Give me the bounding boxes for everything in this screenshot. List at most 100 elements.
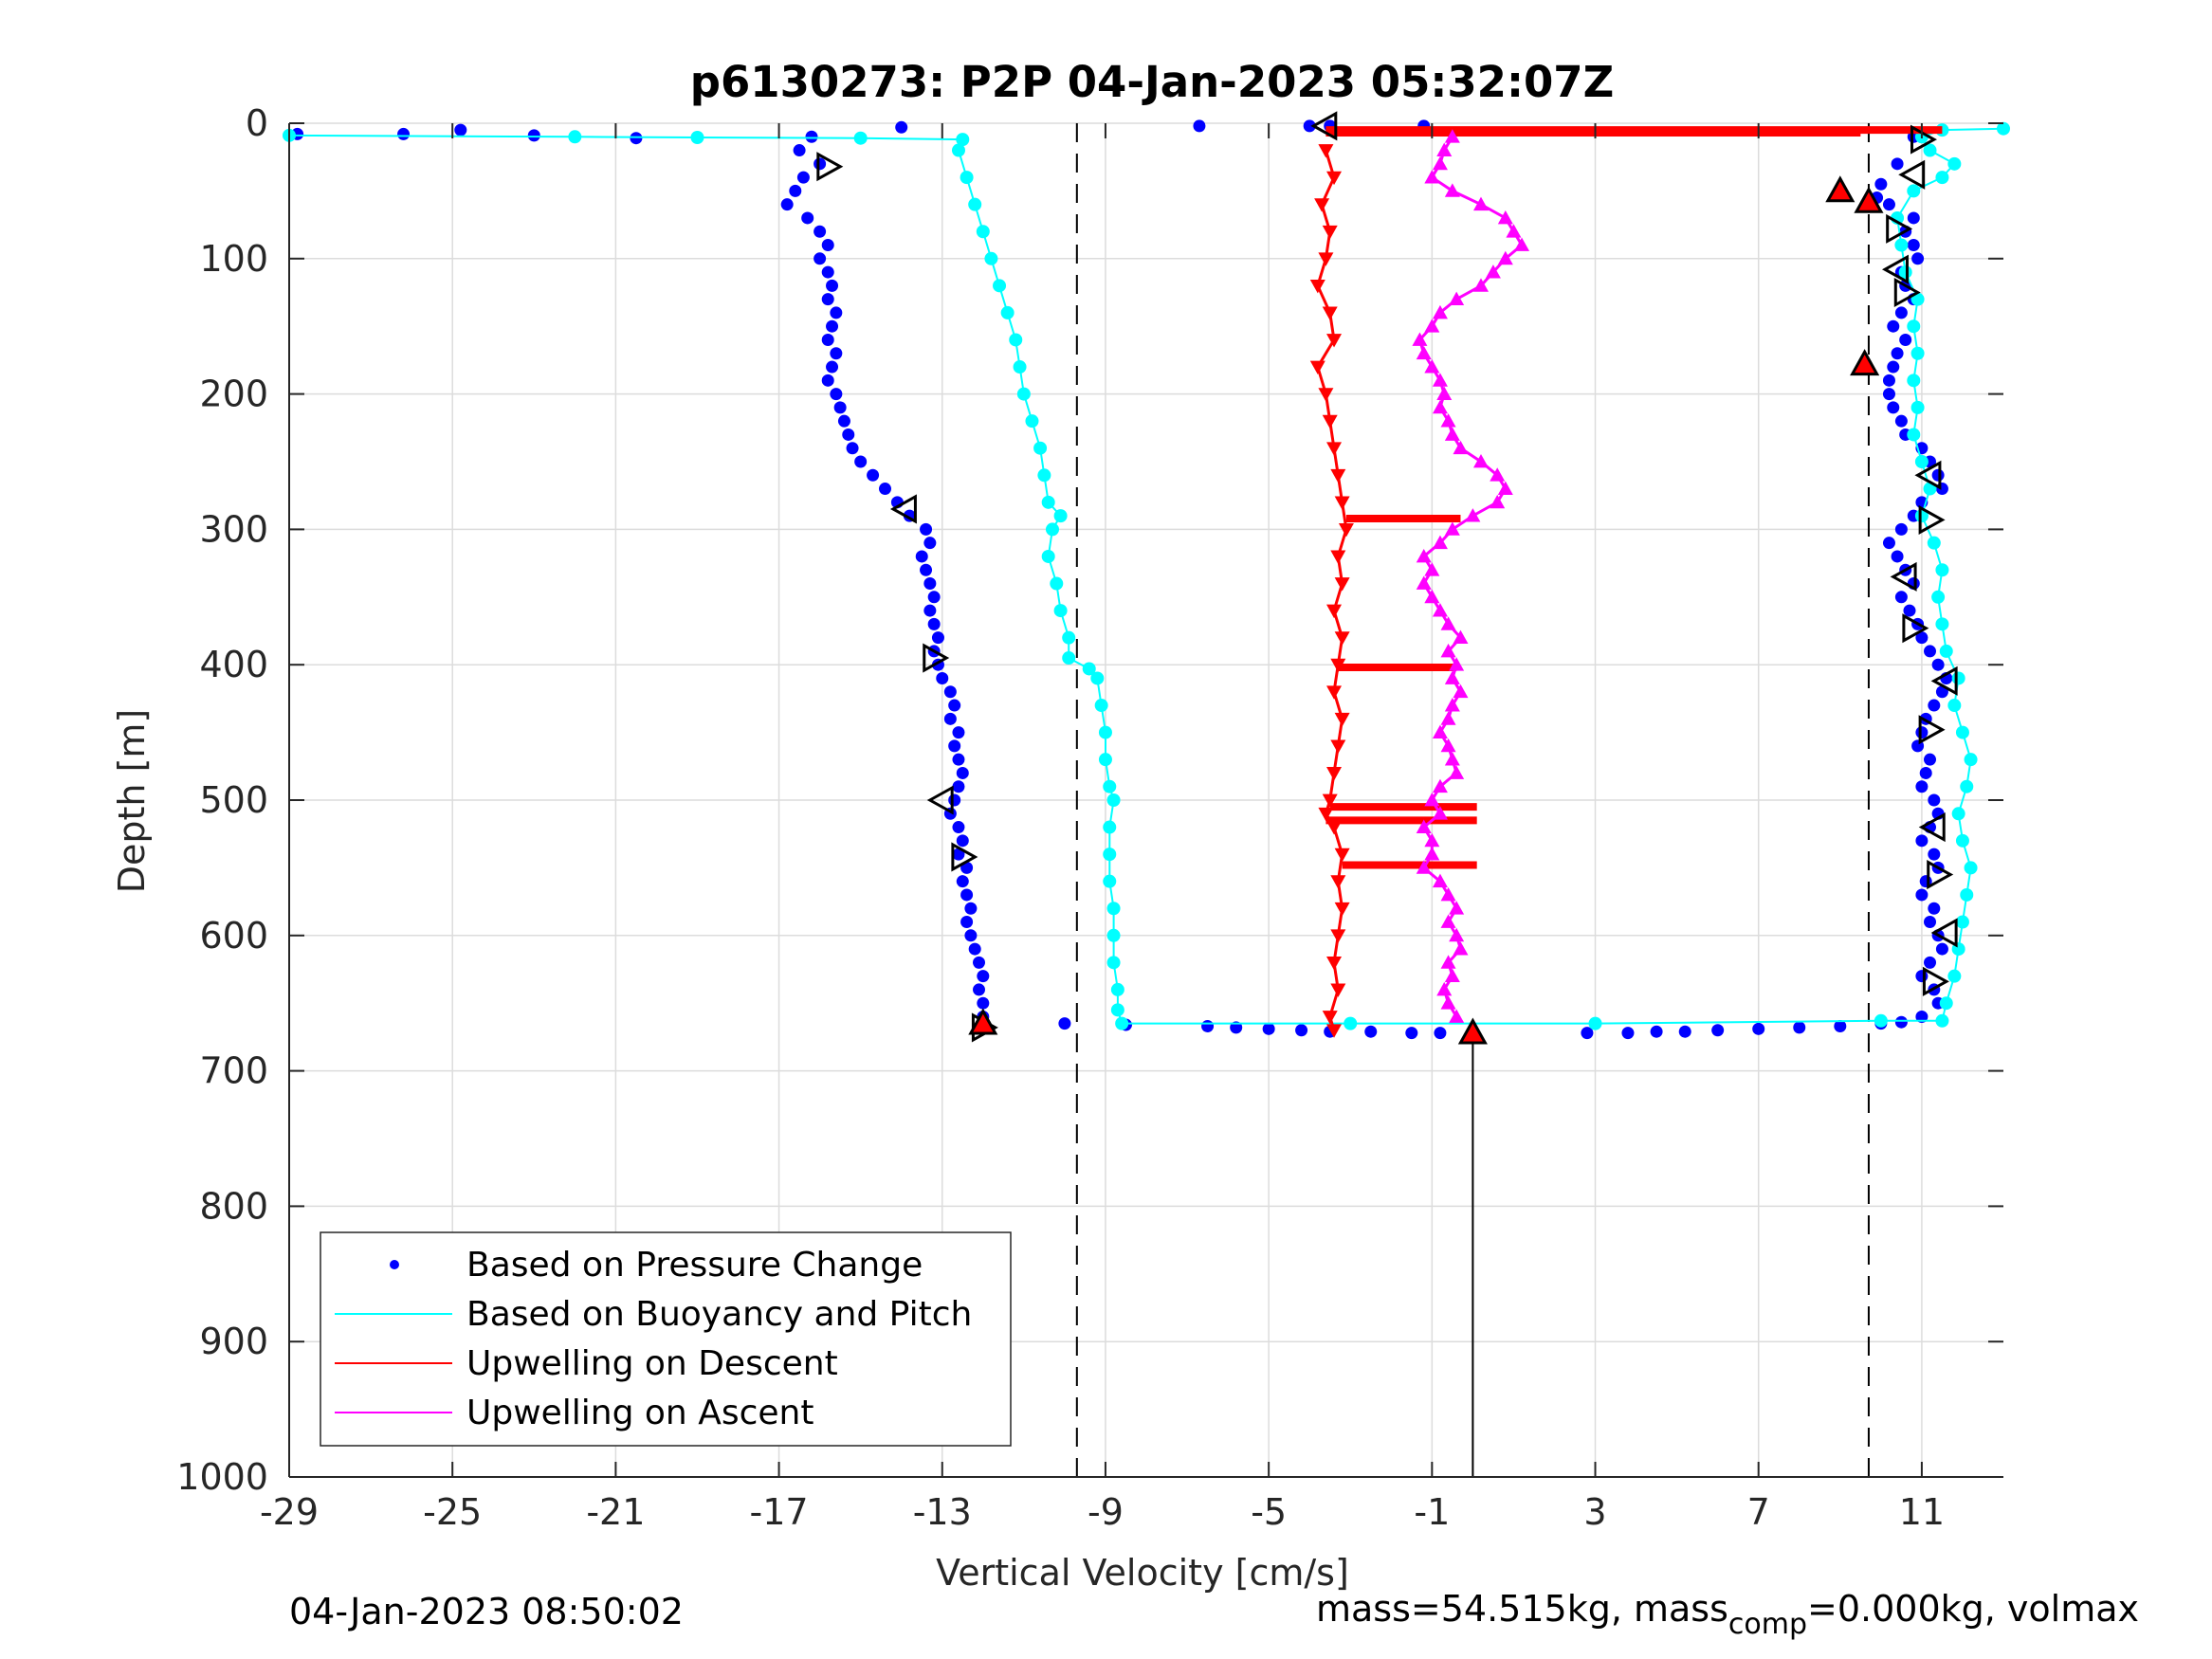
pressure-change-point bbox=[927, 617, 941, 630]
pressure-change-point bbox=[826, 360, 839, 374]
pressure-change-point bbox=[1894, 522, 1908, 536]
upwelling-ascent-point bbox=[1449, 291, 1465, 306]
upwelling-ascent-point bbox=[1440, 413, 1456, 428]
pressure-change-point bbox=[948, 793, 961, 807]
pressure-change-point bbox=[948, 739, 961, 753]
y-tick-label: 100 bbox=[199, 238, 268, 280]
pressure-change-point bbox=[964, 902, 978, 915]
buoyancy-pitch-point bbox=[1939, 996, 1953, 1011]
upwelling-ascent-point bbox=[1416, 575, 1432, 590]
upwelling-descent-point bbox=[1322, 1011, 1338, 1025]
upwelling-ascent-point bbox=[1416, 860, 1432, 874]
pressure-change-point bbox=[1887, 401, 1900, 414]
upwelling-ascent-point bbox=[1444, 698, 1460, 712]
pressure-change-point bbox=[977, 996, 990, 1010]
upwelling-ascent-point bbox=[1453, 941, 1469, 956]
y-tick-label: 600 bbox=[199, 915, 268, 957]
upwelling-ascent-point bbox=[1453, 684, 1469, 699]
triangle-marker bbox=[923, 643, 950, 673]
upwelling-ascent-point bbox=[1440, 616, 1456, 630]
buoyancy-pitch-point bbox=[1016, 387, 1031, 401]
upwelling-ascent-point bbox=[1424, 359, 1440, 374]
upwelling-ascent-point bbox=[1424, 170, 1440, 184]
y-tick-label: 300 bbox=[199, 508, 268, 550]
pressure-change-point bbox=[1303, 119, 1316, 133]
buoyancy-pitch-point bbox=[1106, 956, 1121, 970]
triangle-marker bbox=[968, 1008, 998, 1035]
pressure-change-point bbox=[1928, 902, 1941, 915]
upwelling-descent-point bbox=[1318, 807, 1334, 822]
upwelling-ascent-point bbox=[1444, 129, 1460, 143]
upwelling-descent-point bbox=[1326, 821, 1343, 835]
pressure-change-point bbox=[1924, 753, 1937, 766]
buoyancy-pitch-point bbox=[1947, 699, 1962, 713]
buoyancy-pitch-point bbox=[1098, 753, 1112, 767]
upwelling-ascent-point bbox=[1449, 927, 1465, 942]
upwelling-ascent-point bbox=[1432, 155, 1448, 171]
pressure-change-point bbox=[454, 123, 467, 137]
buoyancy-pitch-point bbox=[956, 133, 970, 147]
pressure-change-point bbox=[1581, 1027, 1594, 1040]
upwelling-ascent-point bbox=[1440, 914, 1456, 928]
upwelling-ascent-point bbox=[1432, 806, 1448, 820]
axes-frame bbox=[288, 122, 2003, 1478]
pressure-change-point bbox=[814, 252, 827, 265]
upwelling-ascent-point bbox=[1444, 670, 1460, 684]
buoyancy-pitch-point bbox=[1110, 1003, 1124, 1017]
upwelling-ascent-point bbox=[1424, 793, 1440, 807]
x-tick-label: -25 bbox=[423, 1491, 482, 1533]
upwelling-descent-point bbox=[1334, 577, 1350, 592]
triangle-marker bbox=[1927, 859, 1954, 890]
buoyancy-pitch-point bbox=[1955, 833, 1969, 848]
pressure-change-point bbox=[1887, 360, 1900, 374]
upwelling-descent-point bbox=[1326, 685, 1343, 700]
upwelling-ascent-point bbox=[1432, 399, 1448, 414]
buoyancy-pitch-point bbox=[1951, 671, 1965, 685]
upwelling-ascent-point bbox=[1440, 995, 1456, 1010]
triangle-marker bbox=[816, 152, 844, 182]
upwelling-ascent-point bbox=[1444, 968, 1460, 983]
buoyancy-pitch-point bbox=[1344, 1016, 1358, 1030]
upwelling-descent-point bbox=[1309, 360, 1325, 375]
buoyancy-pitch-point bbox=[1000, 305, 1015, 319]
upwelling-descent-point bbox=[1330, 550, 1346, 564]
triangle-marker bbox=[1881, 254, 1909, 284]
pressure-change-point bbox=[796, 171, 810, 184]
buoyancy-pitch-point bbox=[1098, 725, 1112, 739]
pressure-change-point bbox=[1678, 1025, 1691, 1038]
upwelling-descent-point bbox=[1326, 171, 1343, 186]
buoyancy-pitch-point bbox=[1907, 374, 1921, 388]
upwelling-ascent-point bbox=[1449, 1009, 1465, 1023]
legend-label: Based on Buoyancy and Pitch bbox=[466, 1295, 972, 1334]
pressure-change-point bbox=[1058, 1017, 1071, 1030]
buoyancy-pitch-point bbox=[1103, 848, 1117, 862]
buoyancy-pitch-point bbox=[1907, 184, 1921, 198]
pressure-change-point bbox=[1935, 483, 1948, 496]
pressure-change-point bbox=[821, 239, 834, 252]
pressure-change-point bbox=[923, 537, 937, 550]
buoyancy-pitch-point bbox=[1960, 887, 1974, 902]
triangle-marker bbox=[1918, 812, 1946, 843]
mass-text-part1: mass=54.515kg, mass bbox=[1316, 1588, 1728, 1630]
mass-text-part2: =0.000kg, volmax bbox=[1807, 1588, 2139, 1630]
upwelling-ascent-point bbox=[1465, 508, 1481, 522]
buoyancy-pitch-point bbox=[1050, 576, 1064, 591]
triangle-marker bbox=[1930, 918, 1958, 948]
pressure-change-point bbox=[1650, 1025, 1663, 1038]
pressure-change-point bbox=[854, 455, 868, 468]
pressure-change-point bbox=[1621, 1027, 1635, 1040]
pressure-change-point bbox=[964, 929, 978, 942]
x-tick-label: 3 bbox=[1583, 1491, 1606, 1533]
upwelling-ascent-point bbox=[1424, 832, 1440, 848]
buoyancy-pitch-point bbox=[1907, 428, 1921, 442]
x-tick-label: 7 bbox=[1747, 1491, 1770, 1533]
buoyancy-pitch-point bbox=[1964, 753, 1978, 767]
triangle-marker bbox=[1310, 111, 1338, 141]
pressure-change-point bbox=[956, 766, 969, 779]
upwelling-ascent-point bbox=[1514, 237, 1530, 251]
triangle-marker bbox=[1893, 277, 1921, 308]
x-tick-label: -13 bbox=[913, 1491, 972, 1533]
y-axis-label: Depth [m] bbox=[111, 709, 153, 894]
legend-label: Upwelling on Ascent bbox=[466, 1394, 814, 1432]
buoyancy-pitch-point bbox=[1939, 644, 1953, 658]
